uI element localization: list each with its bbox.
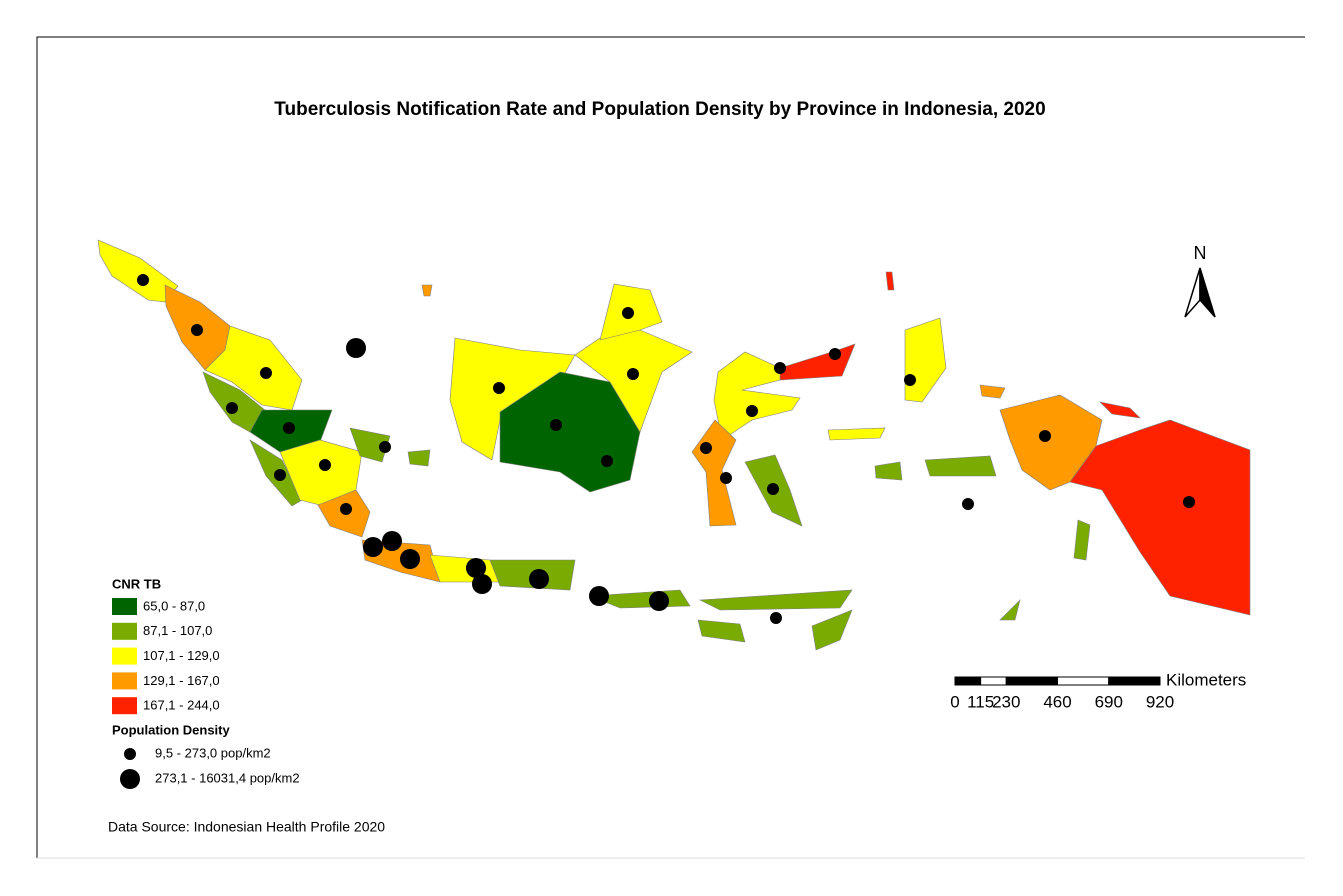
legend-label: 65,0 - 87,0 — [143, 598, 205, 613]
density-dot — [191, 324, 203, 336]
density-dot — [400, 549, 420, 569]
legend-swatch — [112, 647, 137, 665]
province — [349, 427, 391, 463]
density-dot — [472, 574, 492, 594]
north-label: N — [1194, 243, 1207, 263]
density-dot — [720, 472, 732, 484]
province — [885, 271, 895, 291]
density-dot — [319, 459, 331, 471]
province — [924, 455, 997, 477]
density-dot — [774, 362, 786, 374]
density-dot — [770, 612, 782, 624]
density-dot — [962, 498, 974, 510]
density-dot — [260, 367, 272, 379]
province — [698, 589, 853, 611]
province — [1073, 519, 1091, 561]
map-title: Tuberculosis Notification Rate and Popul… — [274, 99, 1045, 120]
north-arrow-right — [1199, 267, 1216, 318]
province — [979, 384, 1006, 399]
scale-tick-label: 460 — [1043, 692, 1071, 711]
scale-tick-label: 0 — [950, 692, 959, 711]
province — [1099, 401, 1141, 419]
legend-swatch — [112, 598, 137, 615]
density-dot — [627, 368, 639, 380]
province — [421, 284, 433, 297]
density-dot — [1183, 496, 1195, 508]
density-dot — [589, 586, 609, 606]
legend-label: 129,1 - 167,0 — [143, 673, 220, 688]
legend-label: 87,1 - 107,0 — [143, 623, 212, 638]
scale-segment — [1005, 676, 1058, 686]
density-dot — [379, 441, 391, 453]
scale-unit: Kilometers — [1166, 670, 1246, 689]
density-dots — [137, 274, 1195, 624]
density-dot — [529, 569, 549, 589]
legend-swatch — [112, 622, 137, 640]
legend-swatch — [112, 672, 137, 690]
province — [204, 325, 303, 411]
density-dot — [493, 382, 505, 394]
density-dot — [649, 591, 669, 611]
frame — [36, 36, 1305, 858]
province — [97, 239, 179, 303]
legend-title: CNR TB — [112, 576, 161, 591]
province — [1069, 419, 1251, 616]
province — [811, 609, 853, 651]
legend-dot — [124, 748, 136, 760]
density-dot — [340, 503, 352, 515]
density-dot — [700, 442, 712, 454]
density-dot — [767, 483, 779, 495]
scale-segment — [954, 676, 982, 686]
province — [407, 449, 431, 467]
legend-label: 273,1 - 16031,4 pop/km2 — [155, 770, 300, 785]
scale-segment — [1057, 676, 1110, 686]
province — [999, 599, 1021, 621]
province — [827, 427, 886, 441]
density-dot — [283, 422, 295, 434]
data-source: Data Source: Indonesian Health Profile 2… — [108, 819, 385, 835]
province — [874, 461, 903, 481]
scale-tick-label: 115 — [967, 692, 994, 711]
legend-label: 107,1 - 129,0 — [143, 648, 220, 663]
density-dot — [346, 338, 366, 358]
legend-label: 167,1 - 244,0 — [143, 698, 220, 713]
scale-tick-label: 690 — [1095, 692, 1123, 711]
density-dot — [601, 455, 613, 467]
density-dot — [382, 531, 402, 551]
legend-swatch — [112, 697, 137, 715]
legend-title: Population Density — [112, 722, 231, 737]
legend: CNR TB 65,0 - 87,0 87,1 - 107,0 107,1 - 129… — [112, 576, 300, 789]
density-dot — [363, 537, 383, 557]
province — [697, 619, 746, 643]
density-dot — [137, 274, 149, 286]
scale-segment — [980, 676, 1007, 686]
density-dot — [622, 307, 634, 319]
density-dot — [274, 469, 286, 481]
provinces — [97, 239, 1251, 651]
density-dot — [1039, 430, 1051, 442]
scale-segment — [1108, 676, 1161, 686]
density-dot — [904, 374, 916, 386]
scale-tick-label: 230 — [992, 692, 1020, 711]
density-dot — [550, 419, 562, 431]
legend-label: 9,5 - 273,0 pop/km2 — [155, 745, 271, 760]
legend-dot — [120, 769, 140, 789]
density-dot — [466, 558, 486, 578]
density-dot — [829, 348, 841, 360]
scale-tick-label: 920 — [1146, 692, 1174, 711]
density-dot — [226, 402, 238, 414]
density-dot — [746, 405, 758, 417]
